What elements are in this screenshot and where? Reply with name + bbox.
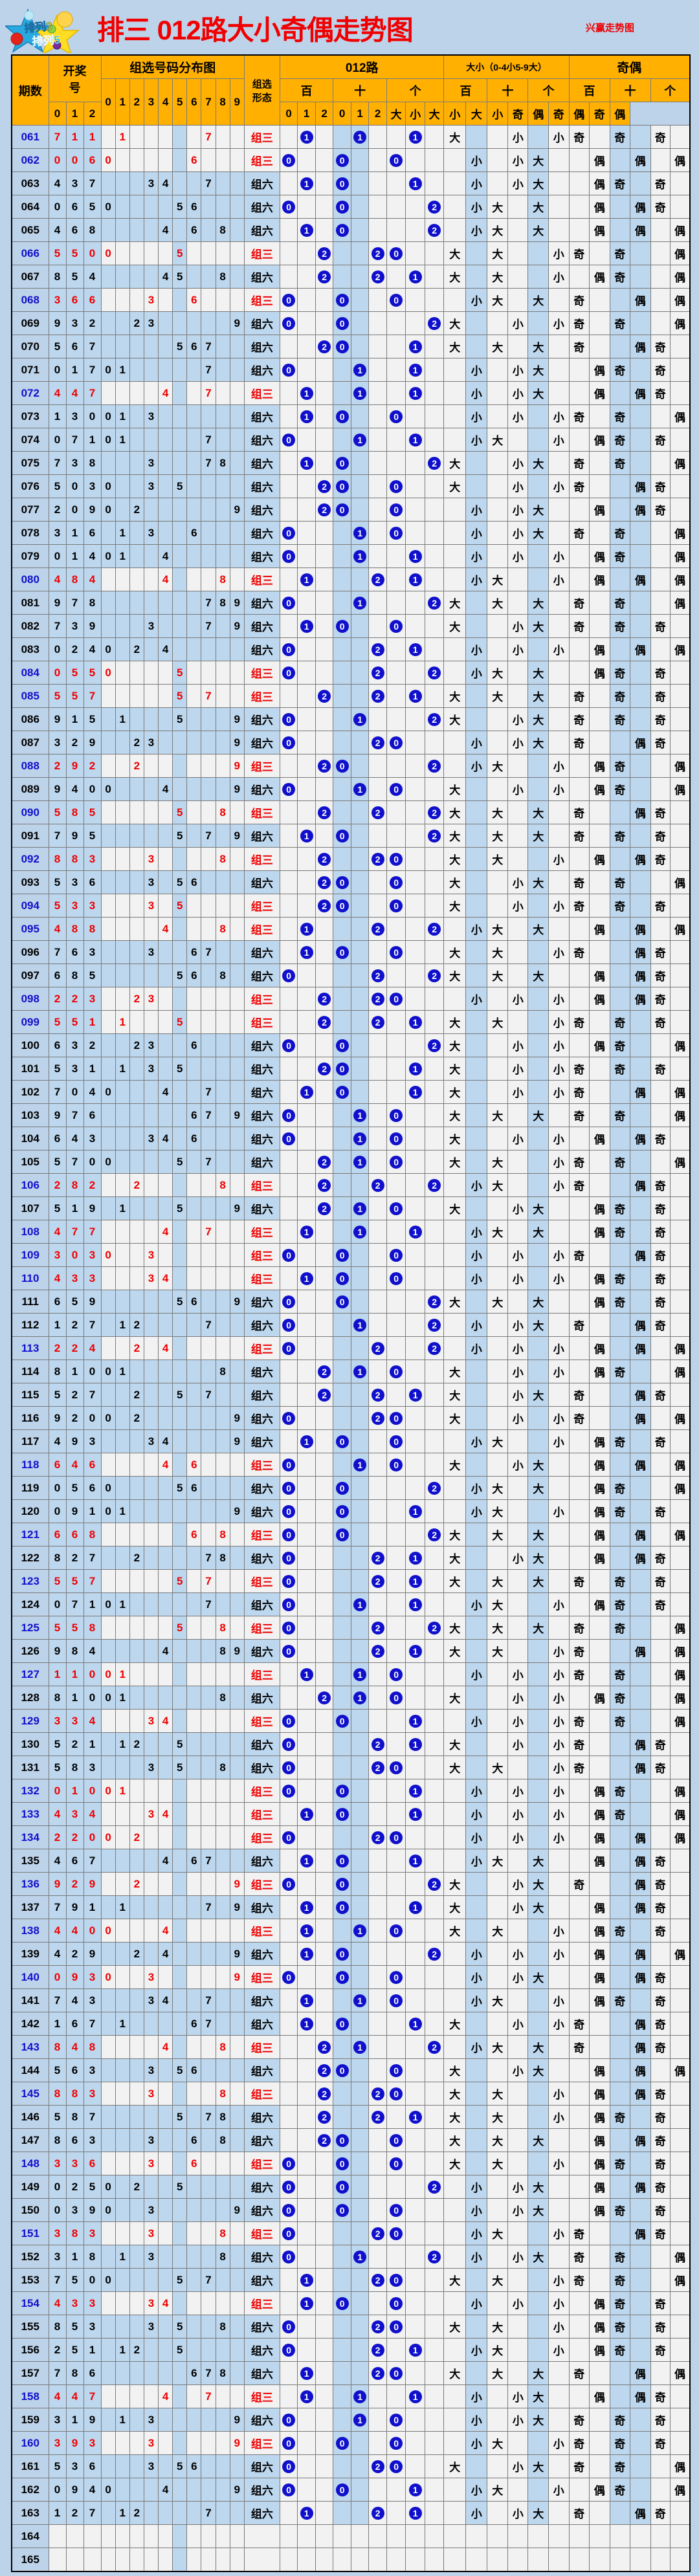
svg-text:排列5: 排列5 [32,33,61,48]
